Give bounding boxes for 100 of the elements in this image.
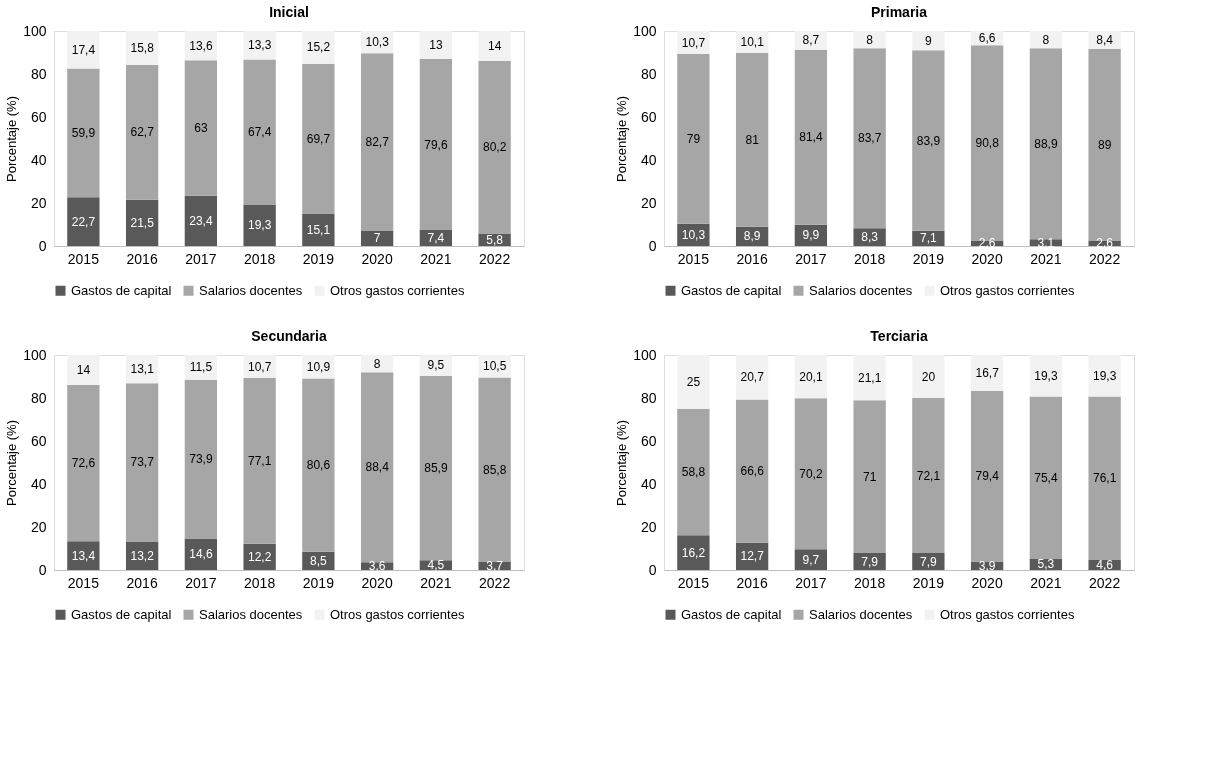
bar — [302, 213, 335, 246]
x-tick-label: 2016 — [736, 574, 768, 591]
x-tick-label: 2017 — [185, 574, 217, 591]
bar — [302, 378, 335, 552]
data-label: 85,9 — [424, 460, 448, 475]
bar — [478, 377, 511, 563]
y-tick-label: 20 — [640, 194, 657, 211]
data-label: 20,1 — [799, 369, 823, 384]
bar — [360, 372, 394, 563]
bar — [419, 58, 453, 231]
chart-title: Secundaria — [251, 328, 327, 344]
bar — [912, 398, 945, 554]
bar — [970, 355, 1004, 391]
data-label: 72,1 — [916, 468, 941, 483]
y-tick-label: 80 — [30, 65, 47, 82]
bar — [125, 383, 159, 542]
x-tick-label: 2021 — [420, 574, 452, 591]
bar — [735, 355, 769, 400]
bar — [67, 541, 100, 570]
y-tick-label: 100 — [633, 346, 657, 363]
x-tick-label: 2016 — [126, 250, 158, 267]
bar — [912, 31, 945, 51]
y-axis-title: Porcentaje (%) — [4, 420, 20, 506]
bar — [677, 535, 710, 570]
data-label: 3,7 — [486, 559, 504, 574]
y-axis-title: Porcentaje (%) — [614, 420, 630, 506]
x-tick-label: 2022 — [1089, 574, 1121, 591]
bar — [67, 385, 100, 542]
data-label: 20 — [921, 369, 936, 384]
y-tick-label: 20 — [30, 194, 47, 211]
data-label: 79,4 — [975, 469, 1000, 484]
bar — [478, 61, 511, 234]
data-label: 7,9 — [861, 554, 879, 569]
data-label: 7,1 — [920, 231, 938, 246]
bar — [125, 199, 159, 246]
x-tick-label: 2018 — [854, 574, 886, 591]
bar — [419, 31, 453, 59]
y-tick-label: 0 — [38, 237, 47, 254]
bar — [243, 59, 276, 205]
x-tick-label: 2018 — [854, 250, 886, 267]
bar — [735, 52, 769, 227]
data-label: 23,4 — [189, 213, 213, 228]
y-tick-label: 60 — [30, 432, 47, 449]
data-label: 58,8 — [681, 464, 706, 479]
y-tick-label: 0 — [648, 561, 657, 578]
data-label: 72,6 — [71, 456, 96, 471]
data-label: 85,8 — [482, 462, 507, 477]
data-label: 71 — [862, 469, 877, 484]
x-tick-label: 2019 — [912, 250, 945, 267]
x-tick-label: 2015 — [677, 250, 710, 267]
bar — [794, 355, 828, 399]
bar — [1029, 396, 1063, 559]
bar — [853, 48, 886, 229]
x-tick-label: 2016 — [126, 574, 158, 591]
data-label: 90,8 — [975, 135, 1000, 150]
data-label: 13,1 — [130, 362, 155, 377]
x-tick-label: 2019 — [912, 574, 945, 591]
y-tick-label: 40 — [640, 151, 657, 168]
data-label: 21,5 — [130, 215, 155, 230]
data-label: 10,3 — [681, 227, 706, 242]
x-tick-label: 2020 — [361, 250, 393, 267]
bar — [1088, 396, 1121, 561]
data-label: 3,9 — [978, 558, 996, 573]
y-tick-label: 40 — [30, 151, 47, 168]
x-tick-label: 2022 — [479, 250, 511, 267]
x-tick-label: 2017 — [795, 574, 827, 591]
chart-title: Inicial — [269, 4, 309, 20]
data-label: 22,7 — [71, 214, 96, 229]
x-tick-label: 2016 — [736, 250, 768, 267]
data-label: 76,1 — [1092, 471, 1117, 486]
data-label: 4,6 — [1096, 558, 1114, 573]
x-tick-label: 2019 — [302, 574, 335, 591]
data-label: 19,3 — [1034, 368, 1058, 383]
bar — [794, 49, 828, 225]
data-label: 8,9 — [743, 229, 761, 244]
x-tick-label: 2015 — [677, 574, 710, 591]
legend-label: Otros gastos corrientes — [940, 606, 1075, 622]
legend-label: Salarios docentes — [809, 606, 913, 622]
y-tick-label: 40 — [640, 475, 657, 492]
data-label: 15,1 — [306, 222, 331, 237]
y-tick-label: 20 — [640, 518, 657, 535]
x-tick-label: 2021 — [420, 250, 452, 267]
data-label: 89 — [1097, 137, 1112, 152]
data-label: 5,8 — [486, 232, 504, 247]
bar — [184, 195, 218, 246]
data-label: 75,4 — [1034, 470, 1058, 485]
bar — [243, 31, 276, 60]
bar — [125, 64, 159, 200]
bar — [853, 400, 886, 554]
data-label: 8 — [1042, 32, 1050, 47]
y-tick-label: 60 — [640, 108, 657, 125]
y-axis-title: Porcentaje (%) — [614, 96, 630, 182]
data-label: 20,7 — [740, 370, 765, 385]
x-tick-label: 2018 — [244, 250, 276, 267]
x-tick-label: 2021 — [1030, 574, 1062, 591]
x-tick-label: 2020 — [361, 574, 393, 591]
y-tick-label: 100 — [633, 22, 657, 39]
bar — [360, 53, 394, 231]
data-label: 73,9 — [189, 452, 213, 467]
data-label: 80,6 — [306, 458, 331, 473]
